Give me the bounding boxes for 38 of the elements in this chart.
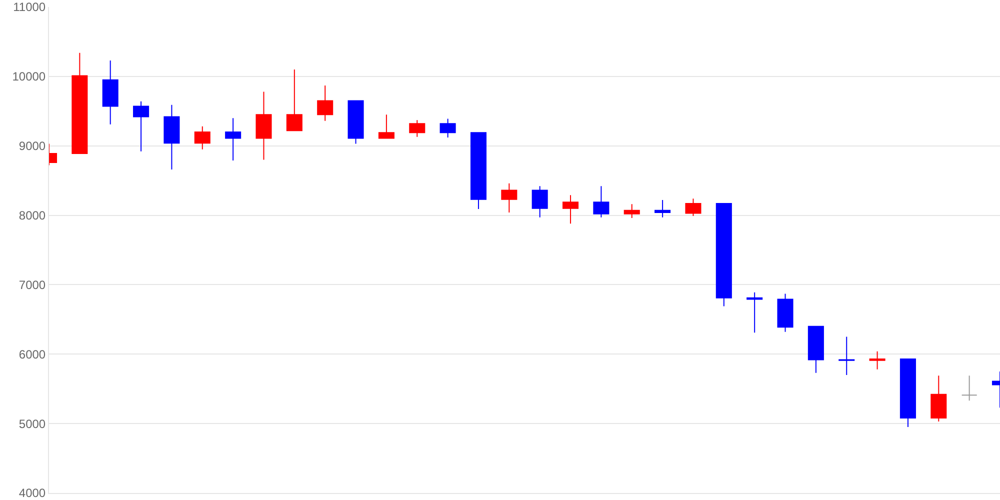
candlestick <box>654 200 671 218</box>
y-tick-label: 8000 <box>18 208 46 222</box>
candlestick <box>348 100 364 144</box>
candlestick <box>961 375 978 402</box>
candlestick <box>286 68 302 132</box>
candlestick <box>133 100 150 152</box>
candlestick <box>685 198 702 216</box>
candlestick <box>409 120 426 138</box>
candlestick <box>716 202 732 307</box>
candlestick <box>593 186 610 218</box>
candlestick <box>532 186 548 218</box>
candlestick <box>900 358 916 428</box>
candlestick <box>256 91 272 160</box>
candlestick <box>501 182 518 214</box>
candlestick <box>838 336 855 376</box>
candlestick <box>225 118 242 161</box>
candlestick <box>930 375 947 422</box>
y-tick-label: 9000 <box>18 139 46 154</box>
y-tick-label: 11000 <box>13 0 46 14</box>
y-tick-label: 5000 <box>18 416 46 431</box>
candlestick <box>808 326 824 374</box>
candlestick <box>869 350 886 370</box>
candlestick <box>470 132 486 210</box>
candlestick <box>378 114 394 139</box>
candlestick <box>440 118 456 138</box>
candlestick <box>164 104 180 170</box>
candlestick <box>194 126 210 150</box>
candlestick <box>777 293 794 332</box>
candlestick <box>562 194 579 224</box>
candlestick <box>746 292 763 334</box>
y-tick-label: 4000 <box>18 486 46 500</box>
y-tick-label: 7000 <box>18 278 46 292</box>
y-tick-label: 6000 <box>18 347 46 362</box>
candlestick <box>624 204 640 219</box>
candlestick <box>317 84 334 122</box>
candlestick <box>102 60 118 125</box>
candlestick <box>72 52 88 154</box>
y-tick-label: 10000 <box>12 70 46 84</box>
